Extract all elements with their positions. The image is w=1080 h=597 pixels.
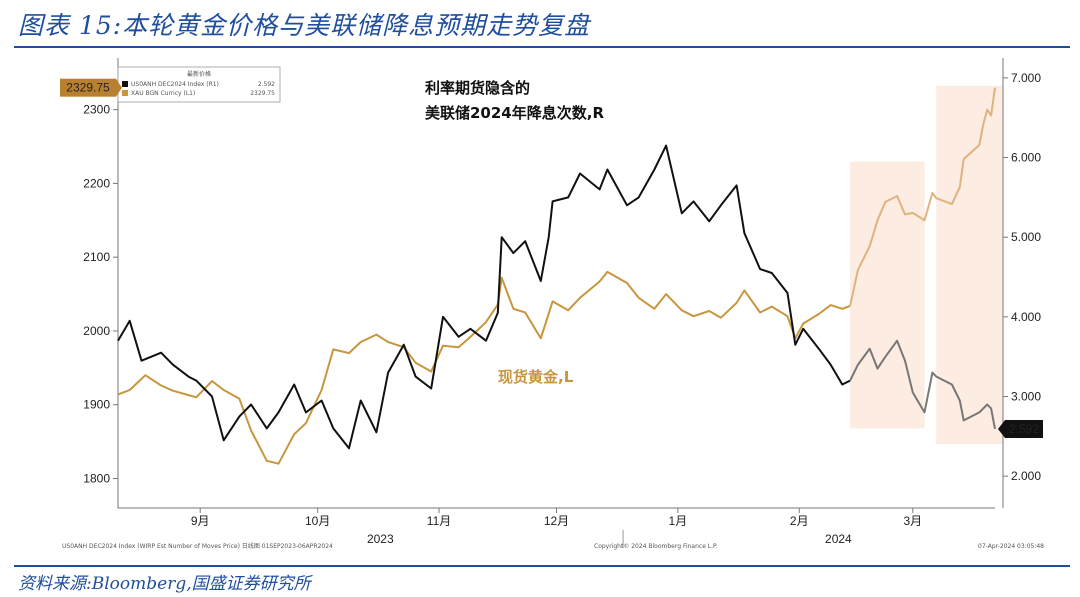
title-rule — [14, 46, 1070, 48]
legend-box — [117, 66, 281, 103]
month-label: 10月 — [305, 514, 330, 528]
series-lines — [117, 87, 996, 465]
legend-value: 2.592 — [258, 81, 275, 88]
legend-value: 2329.75 — [250, 90, 275, 97]
legend-swatch — [122, 81, 128, 87]
rate-last-badge-pointer — [998, 419, 1005, 438]
rate-last-badge — [1005, 419, 1043, 438]
legend-label: XAU BGN Curncy (L1) — [131, 90, 195, 97]
source-rule — [14, 565, 1070, 567]
right-tick-label: 7.000 — [1011, 71, 1041, 85]
right-tick-label: 2.000 — [1011, 469, 1041, 483]
legend-label: US0ANH DEC2024 Index (R1) — [131, 81, 219, 88]
figure-title: 图表 15:本轮黄金价格与美联储降息预期走势复盘 — [18, 11, 591, 40]
left-axis-gold: 1800 1900 2000 2100 2200 2300 — [83, 58, 119, 508]
last-value-badges: 2329.75 2.592 — [60, 78, 1043, 438]
gold-vs-rate-cuts-chart: 1800 1900 2000 2100 2200 2300 2.000 3.000 4.000… — [60, 58, 1044, 550]
right-tick-label: 3.000 — [1011, 389, 1041, 403]
legend-swatch — [122, 90, 128, 96]
right-tick-label: 6.000 — [1011, 151, 1041, 165]
left-tick-label: 2000 — [83, 324, 110, 338]
source-note: 资料来源:Bloomberg,国盛证券研究所 — [18, 574, 311, 594]
gold-last-badge — [60, 78, 116, 97]
month-label: 2月 — [790, 514, 809, 528]
gold-last-badge-pointer — [116, 78, 122, 97]
year-label: 2023 — [367, 532, 394, 546]
gold-annotation: 现货黄金,L — [498, 368, 574, 386]
month-label: 9月 — [191, 514, 210, 528]
left-tick-label: 2300 — [83, 103, 110, 117]
gold-last-value: 2329.75 — [66, 81, 110, 95]
chart-note-copyright: Copyright© 2024 Bloomberg Finance L.P. — [594, 543, 718, 550]
x-axis-months: 9月 10月 11月 12月 1月 2月 3月 2023 2024 — [118, 507, 995, 548]
series-line-gold-recent — [849, 87, 996, 307]
highlight-bands — [850, 85, 1003, 445]
highlight-band-2 — [936, 85, 1003, 445]
right-axis-rate-cuts: 2.000 3.000 4.000 5.000 6.000 7.000 — [1002, 58, 1041, 508]
bloomberg-notes: US0ANH DEC2024 Index (WIRP Est Number of… — [62, 542, 1044, 550]
right-tick-label: 4.000 — [1011, 310, 1041, 324]
rate-annotation-line: 利率期货隐含的 — [425, 79, 530, 97]
chart-note-timestamp: 07-Apr-2024 03:05:48 — [978, 543, 1044, 550]
chart-note-left: US0ANH DEC2024 Index (WIRP Est Number of… — [62, 542, 333, 550]
legend-title: 最新价格 — [187, 70, 211, 78]
left-tick-label: 2200 — [83, 176, 110, 190]
highlight-band-1 — [850, 161, 925, 429]
month-label: 1月 — [669, 514, 688, 528]
right-tick-label: 5.000 — [1011, 230, 1041, 244]
legend: 最新价格 US0ANH DEC2024 Index (R1) 2.592 XAU BG… — [117, 66, 281, 103]
left-tick-label: 1800 — [83, 471, 110, 485]
month-label: 12月 — [544, 514, 569, 528]
left-tick-label: 1900 — [83, 398, 110, 412]
series-line-rate-cuts-recent — [849, 339, 996, 430]
series-line-rate-cuts — [117, 144, 851, 450]
month-label: 3月 — [903, 514, 922, 528]
year-label: 2024 — [825, 532, 852, 546]
rate-annotation-line: 美联储2024年降息次数,R — [425, 104, 604, 122]
left-tick-label: 2100 — [83, 250, 110, 264]
rate-last-value: 2.592 — [1009, 422, 1039, 436]
month-label: 11月 — [427, 514, 451, 528]
